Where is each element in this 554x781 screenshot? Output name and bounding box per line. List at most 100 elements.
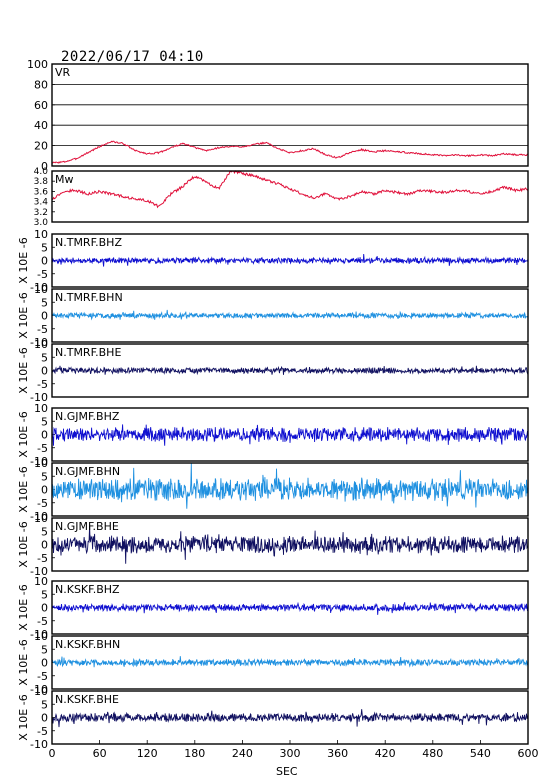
y-axis-unit-label: X 10E -6 xyxy=(17,521,30,567)
series-line xyxy=(51,424,529,446)
series-line xyxy=(51,525,529,564)
series-line xyxy=(51,170,529,209)
y-tick-label: 10 xyxy=(34,685,48,698)
series-line xyxy=(51,140,528,164)
y-axis-unit-label: X 10E -6 xyxy=(17,466,30,512)
series-line xyxy=(51,365,529,376)
y-tick-label: 40 xyxy=(34,119,48,132)
y-tick-label: 10 xyxy=(34,283,48,296)
y-tick-label: -5 xyxy=(37,725,48,738)
y-tick-label: -5 xyxy=(37,552,48,565)
y-tick-label: 3.2 xyxy=(34,208,48,218)
y-tick-label: -5 xyxy=(37,670,48,683)
y-tick-label: 5 xyxy=(41,470,48,483)
x-tick-label: 420 xyxy=(375,747,396,760)
x-tick-label: 180 xyxy=(184,747,205,760)
y-tick-label: 100 xyxy=(27,58,48,71)
y-tick-label: -5 xyxy=(37,323,48,336)
y-tick-label: 5 xyxy=(41,525,48,538)
x-tick-label: 360 xyxy=(327,747,348,760)
panel-frame xyxy=(51,517,529,572)
y-axis-unit-label: X 10E -6 xyxy=(17,694,30,740)
x-axis-label: SEC xyxy=(276,765,298,778)
panel-label: N.GJMF.BHN xyxy=(55,465,120,478)
panel-frame xyxy=(51,635,529,690)
panel-frame xyxy=(51,343,529,398)
y-axis-unit-label: X 10E -6 xyxy=(17,292,30,338)
series-line xyxy=(51,309,529,321)
panel-label: N.GJMF.BHE xyxy=(55,520,119,533)
y-axis-unit-label: X 10E -6 xyxy=(17,584,30,630)
y-tick-label: 0 xyxy=(41,484,48,497)
panel-label: N.TMRF.BHE xyxy=(55,346,121,359)
series-line xyxy=(51,463,529,509)
y-tick-label: 0 xyxy=(41,602,48,615)
y-tick-label: 5 xyxy=(41,351,48,364)
panel-label: N.KSKF.BHE xyxy=(55,693,119,706)
x-tick-label: 120 xyxy=(137,747,158,760)
y-tick-label: 60 xyxy=(34,99,48,112)
x-tick-label: 540 xyxy=(470,747,491,760)
y-tick-label: 5 xyxy=(41,415,48,428)
y-tick-label: -5 xyxy=(37,378,48,391)
y-tick-label: 4.0 xyxy=(34,167,49,177)
panel-label: N.TMRF.BHN xyxy=(55,291,123,304)
x-tick-label: 300 xyxy=(280,747,301,760)
y-tick-label: 3.0 xyxy=(34,218,49,228)
x-tick-label: 60 xyxy=(93,747,107,760)
y-tick-label: 5 xyxy=(41,588,48,601)
y-tick-label: 20 xyxy=(34,140,48,153)
y-tick-label: 10 xyxy=(34,228,48,241)
y-tick-label: 10 xyxy=(34,512,48,525)
y-tick-label: -10 xyxy=(30,336,48,349)
y-tick-label: 0 xyxy=(41,429,48,442)
series-line xyxy=(51,709,528,728)
y-tick-label: -5 xyxy=(37,268,48,281)
panel-label: N.KSKF.BHN xyxy=(55,638,120,651)
y-tick-label: 80 xyxy=(34,78,48,91)
series-line xyxy=(51,656,529,668)
panel-frame xyxy=(51,233,529,288)
y-tick-label: 0 xyxy=(41,712,48,725)
y-tick-label: -5 xyxy=(37,442,48,455)
y-tick-label: -10 xyxy=(30,565,48,578)
y-tick-label: 10 xyxy=(34,457,48,470)
series-line xyxy=(51,601,529,615)
x-tick-label: 0 xyxy=(49,747,56,760)
y-tick-label: -10 xyxy=(30,455,48,468)
panel-label: N.GJMF.BHZ xyxy=(55,410,120,423)
y-axis-unit-label: X 10E -6 xyxy=(17,411,30,457)
y-tick-label: -10 xyxy=(30,281,48,294)
x-tick-label: 240 xyxy=(232,747,253,760)
panel-frame xyxy=(51,580,529,635)
y-tick-label: 10 xyxy=(34,575,48,588)
y-tick-label: -10 xyxy=(30,628,48,641)
y-axis-unit-label: X 10E -6 xyxy=(17,639,30,685)
panel-frame xyxy=(51,407,529,462)
y-tick-label: 10 xyxy=(34,402,48,415)
y-tick-label: 5 xyxy=(41,241,48,254)
y-tick-label: 0 xyxy=(41,310,48,323)
y-axis-unit-label: X 10E -6 xyxy=(17,347,30,393)
panel-label: N.KSKF.BHZ xyxy=(55,583,120,596)
y-tick-label: -5 xyxy=(37,615,48,628)
y-tick-label: 5 xyxy=(41,643,48,656)
y-tick-label: 3.4 xyxy=(34,198,49,208)
y-tick-label: -10 xyxy=(30,510,48,523)
y-tick-label: -10 xyxy=(30,391,48,404)
panel-label: VR xyxy=(55,66,71,79)
y-tick-label: 0 xyxy=(41,365,48,378)
panel-frame xyxy=(51,462,529,517)
y-tick-label: -10 xyxy=(30,683,48,696)
panel-frame xyxy=(51,288,529,343)
y-tick-label: 0 xyxy=(41,255,48,268)
x-tick-label: 600 xyxy=(518,747,539,760)
y-tick-label: 3.8 xyxy=(34,177,49,187)
y-tick-label: 0 xyxy=(41,160,48,173)
y-tick-label: 0 xyxy=(41,539,48,552)
y-tick-label: 5 xyxy=(41,698,48,711)
y-tick-label: -5 xyxy=(37,497,48,510)
y-tick-label: 10 xyxy=(34,338,48,351)
y-tick-label: 0 xyxy=(41,657,48,670)
